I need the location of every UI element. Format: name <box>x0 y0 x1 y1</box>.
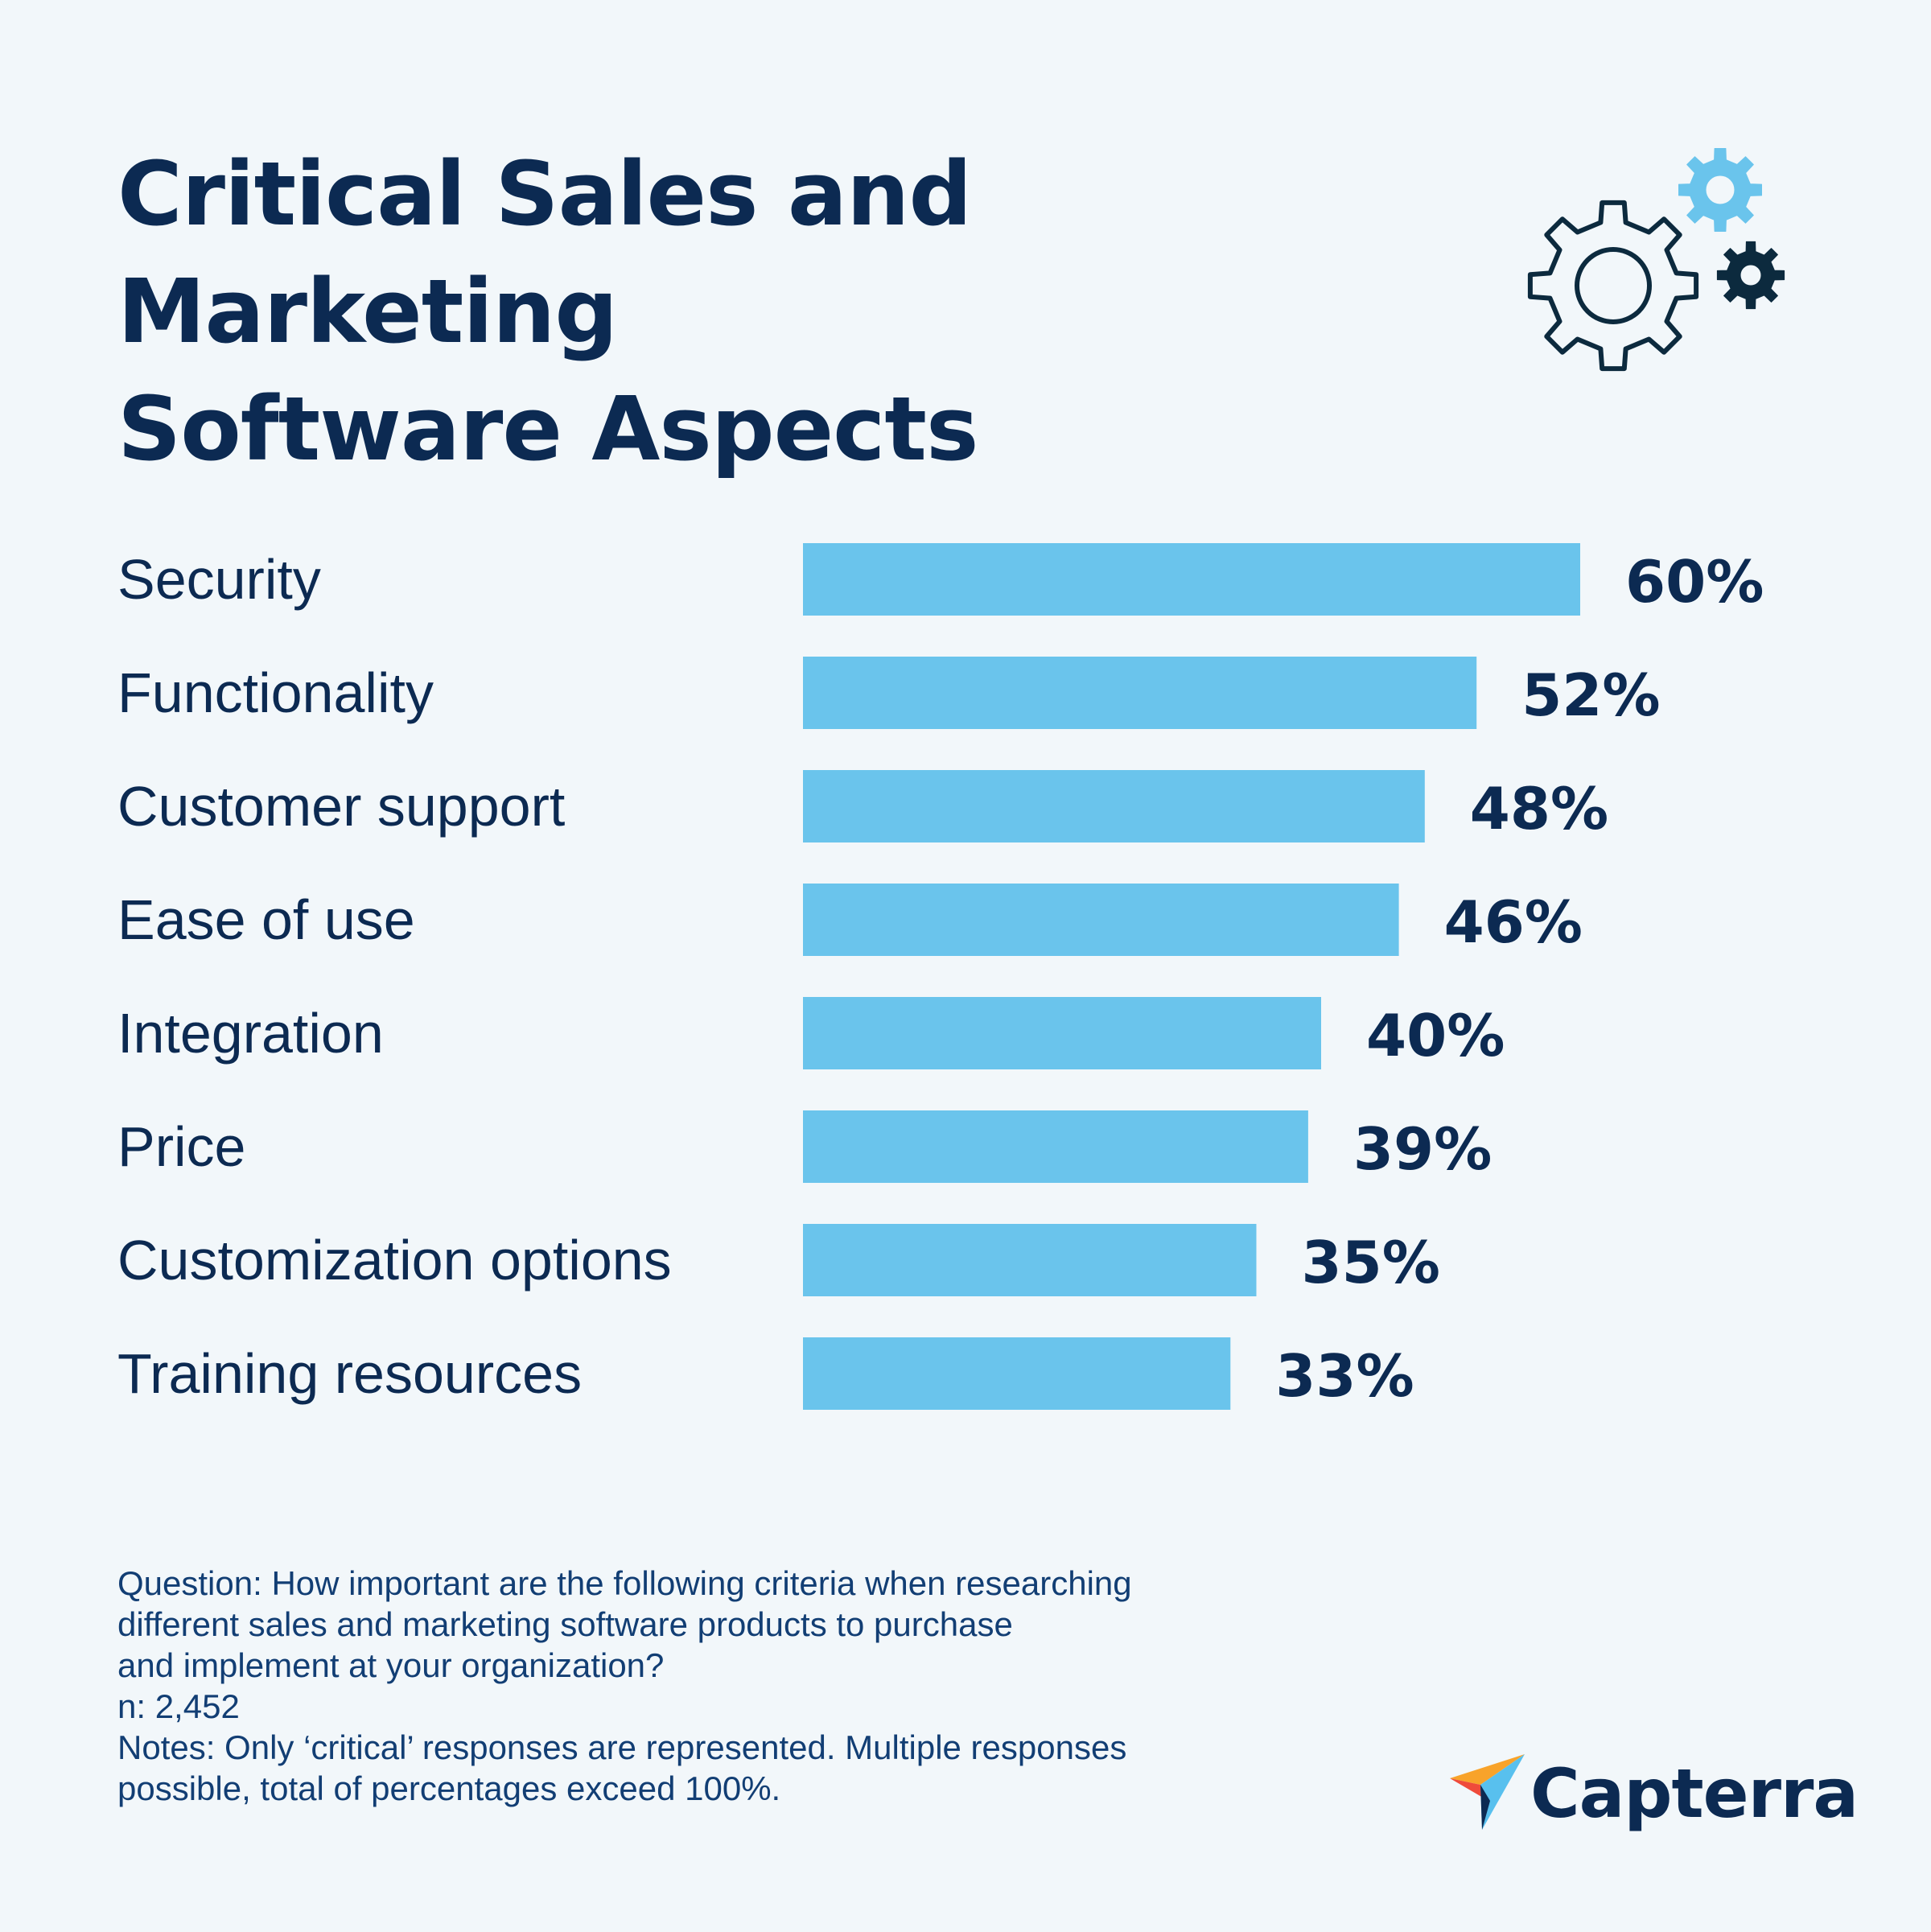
title-line-1: Critical Sales and Marketing <box>117 142 972 363</box>
footnote-notes-line-1: Notes: Only ‘critical’ responses are rep… <box>117 1728 1127 1766</box>
value-label: 48% <box>1470 775 1608 842</box>
value-label: 40% <box>1366 1002 1505 1069</box>
page-title: Critical Sales and Marketing Software As… <box>117 135 1485 488</box>
value-label: 60% <box>1625 548 1764 616</box>
category-label: Price <box>117 1115 245 1178</box>
capterra-logo: Capterra <box>1448 1746 1859 1843</box>
bar-chart: Security 60% Functionality 52% Customer supp… <box>117 543 1764 1410</box>
value-label: 35% <box>1302 1229 1440 1296</box>
value-label: 33% <box>1275 1342 1414 1410</box>
category-label: Ease of use <box>117 888 415 951</box>
category-label: Integration <box>117 1002 384 1065</box>
footnote-question-line-3: and implement at your organization? <box>117 1646 665 1684</box>
bar <box>803 1224 1257 1296</box>
bar <box>803 1337 1231 1410</box>
footnote-question-line-1: Question: How important are the followin… <box>117 1564 1132 1602</box>
bar <box>803 770 1425 842</box>
category-label: Training resources <box>117 1342 582 1405</box>
category-label: Customization options <box>117 1229 672 1291</box>
category-label: Functionality <box>117 661 434 724</box>
bar <box>803 657 1477 729</box>
footnote-question-line-2: different sales and marketing software p… <box>117 1605 1013 1643</box>
bar <box>803 1110 1308 1183</box>
bar <box>803 543 1580 616</box>
value-label: 46% <box>1444 888 1583 956</box>
value-label: 52% <box>1521 661 1660 729</box>
value-label: 39% <box>1353 1115 1492 1183</box>
bar <box>803 997 1321 1069</box>
footnote-notes-line-2: possible, total of percentages exceed 10… <box>117 1769 781 1807</box>
title-line-2: Software Aspects <box>117 377 978 480</box>
gear-dark-icon <box>1716 241 1785 310</box>
gear-light-blue-icon <box>1678 148 1762 232</box>
gears-illustration <box>1527 148 1785 372</box>
capterra-arrow-icon <box>1450 1754 1525 1830</box>
bar <box>803 884 1399 956</box>
gear-outline-icon <box>1527 200 1699 372</box>
footnote: Question: How important are the followin… <box>117 1563 1405 1809</box>
category-label: Customer support <box>117 775 565 838</box>
capterra-wordmark: Capterra <box>1530 1754 1859 1833</box>
category-label: Security <box>117 548 321 611</box>
footnote-sample-size: n: 2,452 <box>117 1687 240 1725</box>
